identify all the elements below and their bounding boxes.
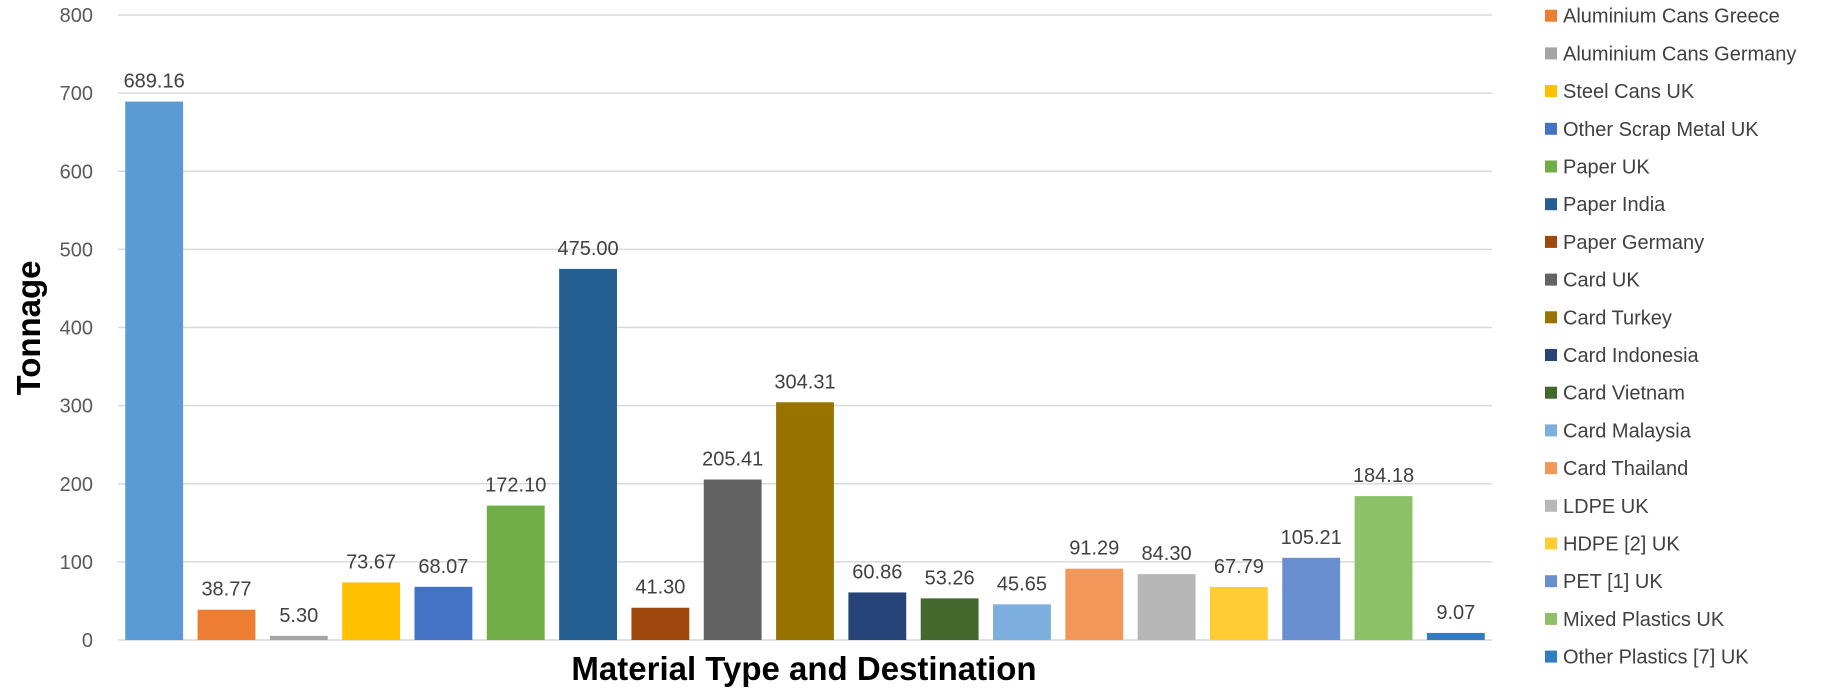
data-label: 53.26 <box>925 567 975 589</box>
y-tick-label: 0 <box>82 630 93 652</box>
legend: Aluminium Cans UKAluminium Cans GreeceAl… <box>1545 6 1796 669</box>
legend-label: LDPE UK <box>1563 496 1649 518</box>
data-label: 41.30 <box>635 577 685 599</box>
bar <box>1137 574 1196 640</box>
legend-label: Steel Cans UK <box>1563 81 1695 103</box>
bar <box>848 592 907 640</box>
data-label: 184.18 <box>1353 465 1414 487</box>
y-tick-label: 500 <box>60 239 93 261</box>
data-label: 68.07 <box>418 556 468 578</box>
bar <box>703 479 762 640</box>
legend-swatch <box>1545 122 1557 135</box>
data-label: 475.00 <box>557 238 618 260</box>
data-label: 9.07 <box>1436 602 1475 624</box>
bar <box>559 268 617 640</box>
legend-label: Card Thailand <box>1563 458 1688 480</box>
legend-label: Mixed Plastics UK <box>1563 609 1725 631</box>
legend-label: Paper India <box>1563 194 1666 216</box>
legend-label: Other Plastics [7] UK <box>1563 647 1749 669</box>
data-label: 5.30 <box>279 605 318 627</box>
y-tick-label: 200 <box>60 474 93 496</box>
legend-swatch <box>1545 235 1557 248</box>
legend-swatch <box>1545 349 1557 361</box>
gridlines <box>118 14 1492 641</box>
data-label: 172.10 <box>485 475 546 497</box>
y-tick-label: 100 <box>60 552 93 574</box>
legend-label: Card Turkey <box>1563 307 1672 329</box>
legend-swatch <box>1545 424 1557 437</box>
data-label: 689.16 <box>124 71 185 93</box>
data-label: 105.21 <box>1281 527 1342 549</box>
bars <box>125 101 1485 640</box>
data-label: 45.65 <box>997 573 1047 595</box>
data-label: 73.67 <box>346 551 396 573</box>
bar <box>776 402 834 640</box>
data-label: 84.30 <box>1142 543 1192 565</box>
data-label: 205.41 <box>702 449 763 471</box>
bar <box>1426 632 1485 640</box>
legend-swatch <box>1545 612 1557 625</box>
legend-swatch <box>1545 650 1557 663</box>
legend-swatch <box>1545 537 1557 550</box>
y-tick-label: 400 <box>60 318 93 340</box>
bar <box>631 607 690 640</box>
legend-swatch <box>1545 47 1557 60</box>
data-labels: 689.16 38.77 5.30 73.67 68.07 172.10 475.00 41.… <box>124 71 1476 627</box>
bar <box>993 604 1051 640</box>
legend-swatch <box>1545 85 1557 98</box>
legend-label: Card Indonesia <box>1563 345 1700 367</box>
legend-label: Aluminium Cans Greece <box>1563 6 1780 28</box>
y-axis-title: Tonnage <box>10 260 47 395</box>
bar <box>125 101 184 640</box>
bar <box>414 586 473 640</box>
bar <box>342 582 401 640</box>
data-label: 91.29 <box>1069 538 1119 560</box>
data-label: 60.86 <box>852 561 902 583</box>
y-tick-label: 800 <box>60 5 93 27</box>
bar <box>920 598 979 640</box>
bar <box>269 635 328 640</box>
y-axis-tick-labels: 0 100 200 300 400 500 600 700 800 <box>60 5 93 652</box>
legend-label: Paper UK <box>1563 157 1650 179</box>
legend-swatch <box>1545 462 1557 475</box>
legend-label: Aluminium Cans Germany <box>1563 43 1796 65</box>
legend-label: Paper Germany <box>1563 232 1704 254</box>
y-tick-label: 600 <box>60 161 93 183</box>
data-label: 304.31 <box>774 371 835 393</box>
legend-label: Other Scrap Metal UK <box>1563 119 1759 141</box>
bar <box>486 505 545 640</box>
legend-label: HDPE [2] UK <box>1563 534 1680 556</box>
legend-swatch <box>1545 499 1557 512</box>
data-label: 38.77 <box>201 579 251 601</box>
x-axis-title: Material Type and Destination <box>571 650 1036 687</box>
legend-label: Card Vietnam <box>1563 383 1685 405</box>
legend-swatch <box>1545 311 1557 324</box>
bar <box>1354 496 1413 640</box>
legend-label: Card Malaysia <box>1563 420 1692 442</box>
bar <box>1209 587 1268 640</box>
legend-label: PET [1] UK <box>1563 571 1663 593</box>
bar <box>197 609 256 640</box>
legend-swatch <box>1545 160 1557 173</box>
y-tick-label: 300 <box>60 396 93 418</box>
bar <box>1282 557 1341 640</box>
legend-label: Card UK <box>1563 270 1640 292</box>
data-label: 67.79 <box>1214 556 1264 578</box>
bar <box>1065 568 1124 640</box>
legend-swatch <box>1545 9 1557 22</box>
legend-swatch <box>1545 386 1557 399</box>
legend-swatch <box>1545 273 1557 286</box>
legend-swatch <box>1545 198 1557 211</box>
y-tick-label: 700 <box>60 83 93 105</box>
legend-swatch <box>1545 575 1557 588</box>
